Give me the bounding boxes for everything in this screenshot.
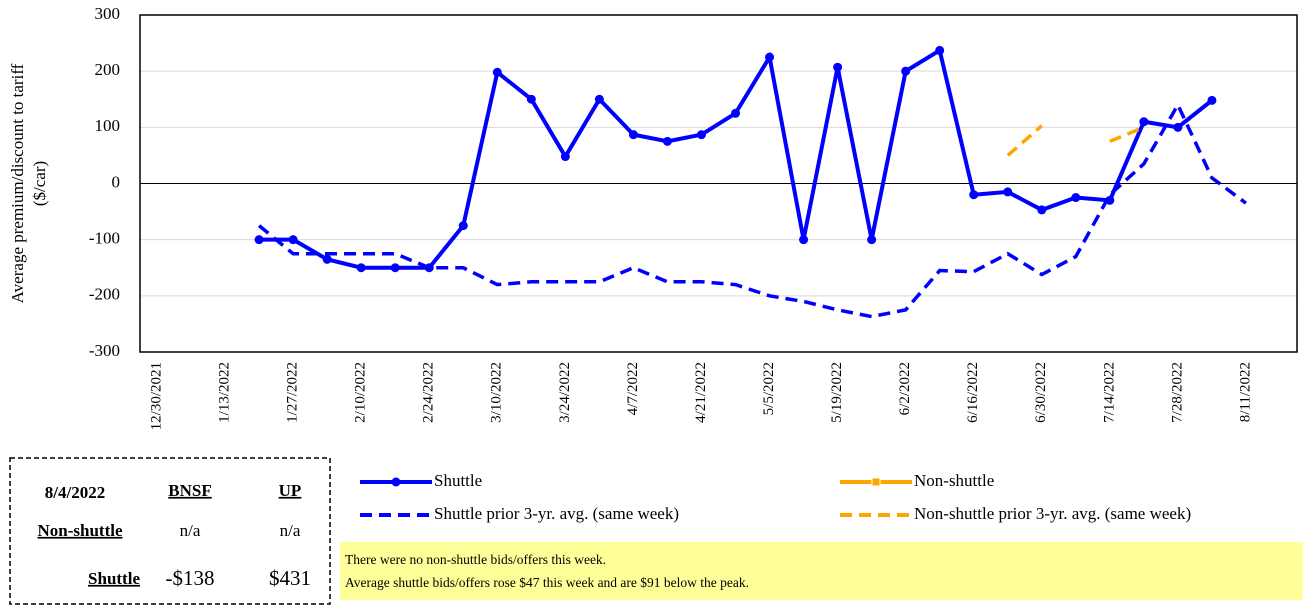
- data-point: [765, 52, 775, 62]
- y-axis-label-line: Average premium/discount to tariff: [8, 63, 27, 303]
- y-tick-label: 300: [95, 4, 121, 23]
- y-tick-label: -300: [89, 341, 120, 360]
- y-tick-label: 100: [95, 116, 121, 135]
- summary-box: [9, 457, 331, 605]
- data-point: [662, 136, 672, 146]
- x-tick-label: 6/30/2022: [1033, 362, 1049, 423]
- data-point: [288, 235, 298, 245]
- x-tick-label: 4/21/2022: [693, 362, 709, 423]
- data-point: [492, 67, 502, 77]
- data-point: [526, 94, 536, 104]
- data-point: [731, 108, 741, 118]
- legend-label: Shuttle: [434, 471, 482, 490]
- data-point: [1071, 193, 1081, 203]
- table-row-label: Shuttle: [88, 569, 140, 588]
- data-point: [254, 235, 264, 245]
- table-header: UP: [279, 481, 302, 500]
- data-point: [1173, 122, 1183, 132]
- x-tick-label: 5/19/2022: [829, 362, 845, 423]
- data-point: [594, 94, 604, 104]
- table-cell: n/a: [280, 521, 301, 540]
- table-cell: n/a: [180, 521, 201, 540]
- data-point: [356, 263, 366, 273]
- x-tick-label: 12/30/2021: [148, 362, 164, 430]
- x-tick-label: 5/5/2022: [761, 362, 777, 415]
- table-header: BNSF: [168, 481, 211, 500]
- data-point: [833, 62, 843, 72]
- data-point: [322, 254, 332, 264]
- x-tick-label: 6/16/2022: [965, 362, 981, 423]
- data-point: [969, 190, 979, 200]
- data-point: [1139, 117, 1149, 127]
- data-point: [1003, 187, 1013, 197]
- data-point: [560, 152, 570, 162]
- data-point: [1037, 205, 1047, 215]
- legend-label: Non-shuttle prior 3-yr. avg. (same week): [914, 504, 1191, 523]
- note-line: Average shuttle bids/offers rose $47 thi…: [345, 575, 749, 590]
- legend-label: Non-shuttle: [914, 471, 994, 490]
- x-tick-label: 7/28/2022: [1169, 362, 1185, 423]
- legend-label: Shuttle prior 3-yr. avg. (same week): [434, 504, 679, 523]
- series-line: [1006, 124, 1043, 157]
- series-line: [259, 47, 1214, 270]
- x-tick-label: 2/24/2022: [421, 362, 437, 423]
- legend-marker: [871, 477, 881, 487]
- table-cell: $431: [269, 566, 311, 590]
- y-axis-label: Average premium/discount to tariff ($/car…: [8, 63, 49, 303]
- x-tick-label: 2/10/2022: [353, 362, 369, 423]
- x-tick-label: 8/11/2022: [1237, 362, 1253, 422]
- x-tick-label: 6/2/2022: [897, 362, 913, 415]
- y-tick-label: 0: [112, 172, 121, 191]
- x-tick-label: 3/10/2022: [489, 362, 505, 423]
- data-point: [935, 45, 945, 55]
- series-line: [257, 101, 1248, 319]
- y-axis-label-line: ($/car): [30, 161, 49, 206]
- x-tick-label: 1/27/2022: [285, 362, 301, 423]
- y-tick-label: 200: [95, 60, 121, 79]
- data-point: [458, 221, 468, 231]
- plot-border: [139, 14, 1298, 353]
- table-row-label: Non-shuttle: [37, 521, 122, 540]
- data-point: [867, 235, 877, 245]
- x-tick-label: 7/14/2022: [1101, 362, 1117, 423]
- series-line: [1109, 125, 1145, 143]
- note-box: [340, 542, 1303, 600]
- legend-marker: [391, 477, 401, 487]
- data-point: [628, 130, 638, 140]
- x-tick-label: 3/24/2022: [557, 362, 573, 423]
- data-point: [390, 263, 400, 273]
- x-tick-label: 1/13/2022: [217, 362, 233, 423]
- y-tick-label: -200: [89, 285, 120, 304]
- data-point: [901, 66, 911, 76]
- x-tick-label: 4/7/2022: [625, 362, 641, 415]
- table-cell: -$138: [166, 566, 215, 590]
- y-tick-label: -100: [89, 229, 120, 248]
- table-header: 8/4/2022: [45, 483, 105, 502]
- data-point: [696, 130, 706, 140]
- data-point: [1105, 195, 1115, 205]
- data-point: [1207, 95, 1217, 105]
- data-point: [799, 235, 809, 245]
- note-line: There were no non-shuttle bids/offers th…: [345, 552, 606, 567]
